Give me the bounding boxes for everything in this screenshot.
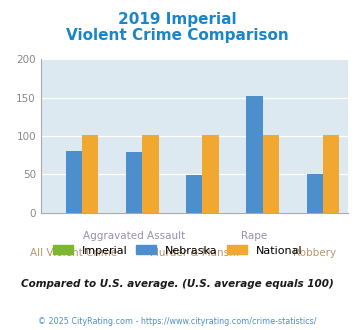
Bar — [142, 135, 159, 213]
Bar — [126, 152, 142, 213]
Text: Aggravated Assault: Aggravated Assault — [83, 231, 185, 241]
Bar — [186, 175, 202, 213]
Text: 2019 Imperial: 2019 Imperial — [118, 12, 237, 26]
Legend: Imperial, Nebraska, National: Imperial, Nebraska, National — [48, 241, 307, 260]
Text: Rape: Rape — [241, 231, 268, 241]
Bar — [82, 135, 98, 213]
Bar — [246, 96, 263, 213]
Text: Compared to U.S. average. (U.S. average equals 100): Compared to U.S. average. (U.S. average … — [21, 279, 334, 289]
Text: Violent Crime Comparison: Violent Crime Comparison — [66, 28, 289, 43]
Bar — [66, 151, 82, 213]
Bar — [202, 135, 219, 213]
Text: Robbery: Robbery — [293, 248, 336, 257]
Text: Murder & Mans...: Murder & Mans... — [150, 248, 239, 257]
Bar — [263, 135, 279, 213]
Bar — [323, 135, 339, 213]
Bar — [307, 174, 323, 213]
Text: © 2025 CityRating.com - https://www.cityrating.com/crime-statistics/: © 2025 CityRating.com - https://www.city… — [38, 317, 317, 326]
Text: All Violent Crime: All Violent Crime — [30, 248, 118, 257]
